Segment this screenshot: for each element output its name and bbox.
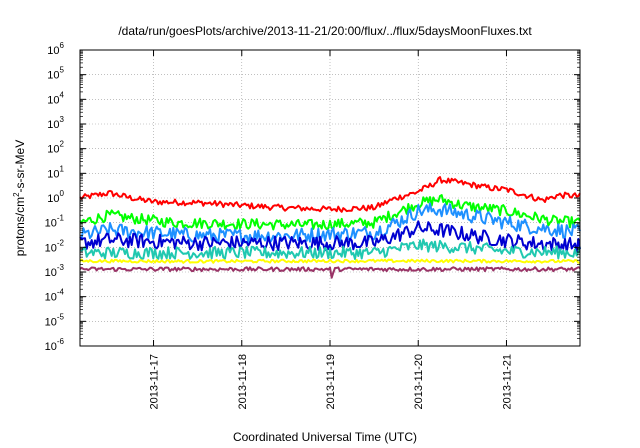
y-tick-label: 105 [47,66,64,82]
y-tick-label: 101 [47,164,64,180]
x-tick-label: 2013-11-19 [325,354,337,409]
y-tick-label: 10-3 [45,263,65,279]
y-tick-label: 104 [47,90,64,106]
x-tick-label: 2013-11-21 [501,354,513,409]
x-tick-label: 2013-11-17 [149,354,161,409]
y-tick-label: 10-4 [45,288,65,304]
y-tick-label: 10-2 [45,238,65,254]
series-line-3 [79,202,581,244]
y-tick-label: 103 [47,115,64,131]
series-line-6 [79,258,581,264]
series-group [79,176,581,279]
x-tick-label: 2013-11-20 [413,354,425,409]
series-line-4 [79,220,581,254]
grid [80,50,580,346]
y-tick-label: 102 [47,140,64,156]
series-line-5 [79,238,581,260]
ticks: 10-6 10-5 10-4 10-3 10-2 10-1 100 101 102 103 104 1… [45,41,580,409]
y-tick-label: 100 [47,189,64,205]
y-tick-label: 106 [47,41,64,57]
series-line-7 [79,266,581,279]
chart-title: /data/run/goesPlots/archive/2013-11-21/2… [118,24,532,38]
x-axis-label: Coordinated Universal Time (UTC) [233,430,417,444]
series-line-2 [79,194,581,231]
x-tick-label: 2013-11-18 [237,354,249,409]
y-tick-label: 10-5 [45,312,65,328]
y-tick-label: 10-6 [45,337,65,353]
y-axis-label: protons/cm2-s-sr-MeV [12,140,27,256]
series-line-1 [79,176,581,213]
y-tick-label: 10-1 [45,214,65,230]
